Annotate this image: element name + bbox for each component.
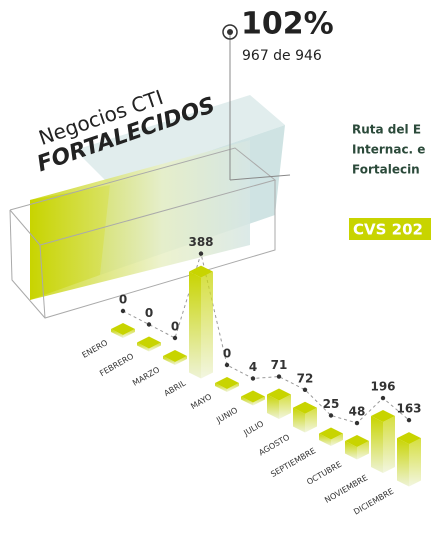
bar-right: [201, 272, 213, 379]
value-dot: [251, 376, 255, 380]
percent: 102%: [241, 7, 334, 42]
value-dot: [303, 388, 307, 392]
bar: [397, 432, 421, 486]
bar: [215, 377, 239, 392]
bar-right: [383, 416, 395, 473]
value-label: 163: [396, 402, 421, 416]
bar: [371, 410, 395, 473]
value-dot: [121, 309, 125, 313]
bar-left: [189, 272, 201, 379]
bar: [241, 391, 265, 406]
category-label: AGOSTO: [257, 433, 291, 458]
bar-right: [409, 438, 421, 486]
bar-left: [371, 416, 383, 473]
ratio: 967 de 946: [242, 48, 322, 64]
value-label: 196: [370, 380, 395, 394]
value-dot: [407, 418, 411, 422]
category-label: ABRIL: [163, 378, 188, 398]
side-line: Fortalecin: [352, 163, 420, 177]
bar: [293, 402, 317, 433]
value-label: 0: [223, 347, 231, 361]
category-label: MARZO: [131, 365, 161, 388]
category-label: JULIO: [241, 419, 265, 438]
value-label: 0: [145, 306, 153, 320]
value-dot: [355, 421, 359, 425]
bar-chart: 0 ENERO 0 FEBRERO 0 MARZO 388 ABRIL 0 MAYO 4 JUNIO 7…: [81, 235, 422, 517]
value-label: 25: [323, 397, 340, 411]
bar: [163, 350, 187, 365]
bar: [319, 428, 343, 447]
bar: [189, 266, 213, 379]
value-label: 0: [119, 293, 127, 307]
value-dot: [381, 396, 385, 400]
value-label: 0: [171, 320, 179, 334]
infographic: Negocios CTI FORTALECIDOS 102% 967 de 94…: [0, 0, 431, 540]
category-label: JUNIO: [214, 406, 239, 426]
side-line: Ruta del E: [352, 123, 421, 137]
badge: CVS 202: [353, 221, 423, 239]
bar-left: [397, 438, 409, 486]
category-label: MAYO: [189, 392, 213, 411]
value-label: 48: [349, 405, 366, 419]
value-dot: [147, 322, 151, 326]
value-dot: [329, 413, 333, 417]
value-label: 388: [188, 235, 213, 249]
bar: [137, 337, 161, 352]
category-label: FEBRERO: [98, 352, 135, 379]
value-dot: [173, 336, 177, 340]
side-line: Internac. e: [352, 143, 425, 157]
value-dot: [225, 363, 229, 367]
category-label: SEPTIEMBRE: [269, 446, 317, 479]
value-dot: [199, 251, 203, 255]
value-label: 71: [271, 358, 288, 372]
value-label: 4: [249, 360, 257, 374]
value-label: 72: [297, 371, 314, 385]
category-label: DICIEMBRE: [352, 487, 395, 517]
value-dot: [277, 374, 281, 378]
category-label: ENERO: [81, 338, 110, 360]
bar: [267, 389, 291, 419]
category-label: NOVIEMBRE: [323, 473, 369, 505]
category-label: OCTUBRE: [305, 460, 343, 487]
bar: [111, 323, 135, 338]
bar: [345, 435, 369, 459]
